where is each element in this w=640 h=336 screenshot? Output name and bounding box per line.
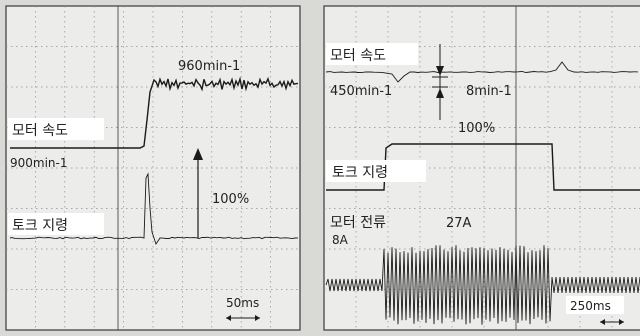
right-speed-trace: [325, 61, 639, 83]
left-torque-trace: [9, 172, 299, 246]
right-torque-trace: [326, 143, 640, 191]
right-speed-label-box: [326, 43, 418, 65]
left-step-arrow-head: [193, 148, 203, 160]
right-timescale-label: 250ms: [570, 299, 611, 313]
right-current-low-label: 8A: [332, 233, 349, 247]
left-grid: [6, 6, 300, 330]
left-speed-trace: [10, 76, 299, 149]
right-current-trace: [325, 245, 640, 325]
left-timescale-arrow-r: [255, 315, 260, 321]
right-speed-dip-label: 8min-1: [466, 84, 512, 99]
left-timescale-arrow-l: [226, 315, 231, 321]
left-speed-label-box: [8, 118, 104, 140]
left-torque-signal-label: 토크 지령: [12, 218, 68, 234]
left-step-label: 100%: [212, 192, 249, 207]
left-torque-label-box: [8, 213, 104, 235]
right-step-label: 100%: [458, 121, 495, 136]
right-dip-arrow-up: [436, 88, 444, 98]
right-speed-signal-label: 모터 속도: [330, 48, 386, 64]
right-current-signal-label: 모터 전류: [330, 215, 386, 231]
right-speed-value-label: 450min-1: [330, 84, 392, 99]
right-timescale-arrow-r: [619, 319, 624, 325]
right-torque-signal-label: 토크 지령: [332, 165, 388, 181]
left-timescale-label: 50ms: [226, 296, 259, 310]
left-speed-low-label: 900min-1: [10, 156, 68, 170]
right-dip-arrow-down: [436, 66, 444, 76]
right-torque-label-box: [326, 160, 426, 182]
right-timescale-box: [566, 296, 624, 314]
left-speed-signal-label: 모터 속도: [12, 123, 68, 139]
left-speed-high-label: 960min-1: [178, 59, 240, 74]
right-current-high-label: 27A: [446, 216, 472, 231]
right-timescale-arrow-l: [600, 319, 605, 325]
